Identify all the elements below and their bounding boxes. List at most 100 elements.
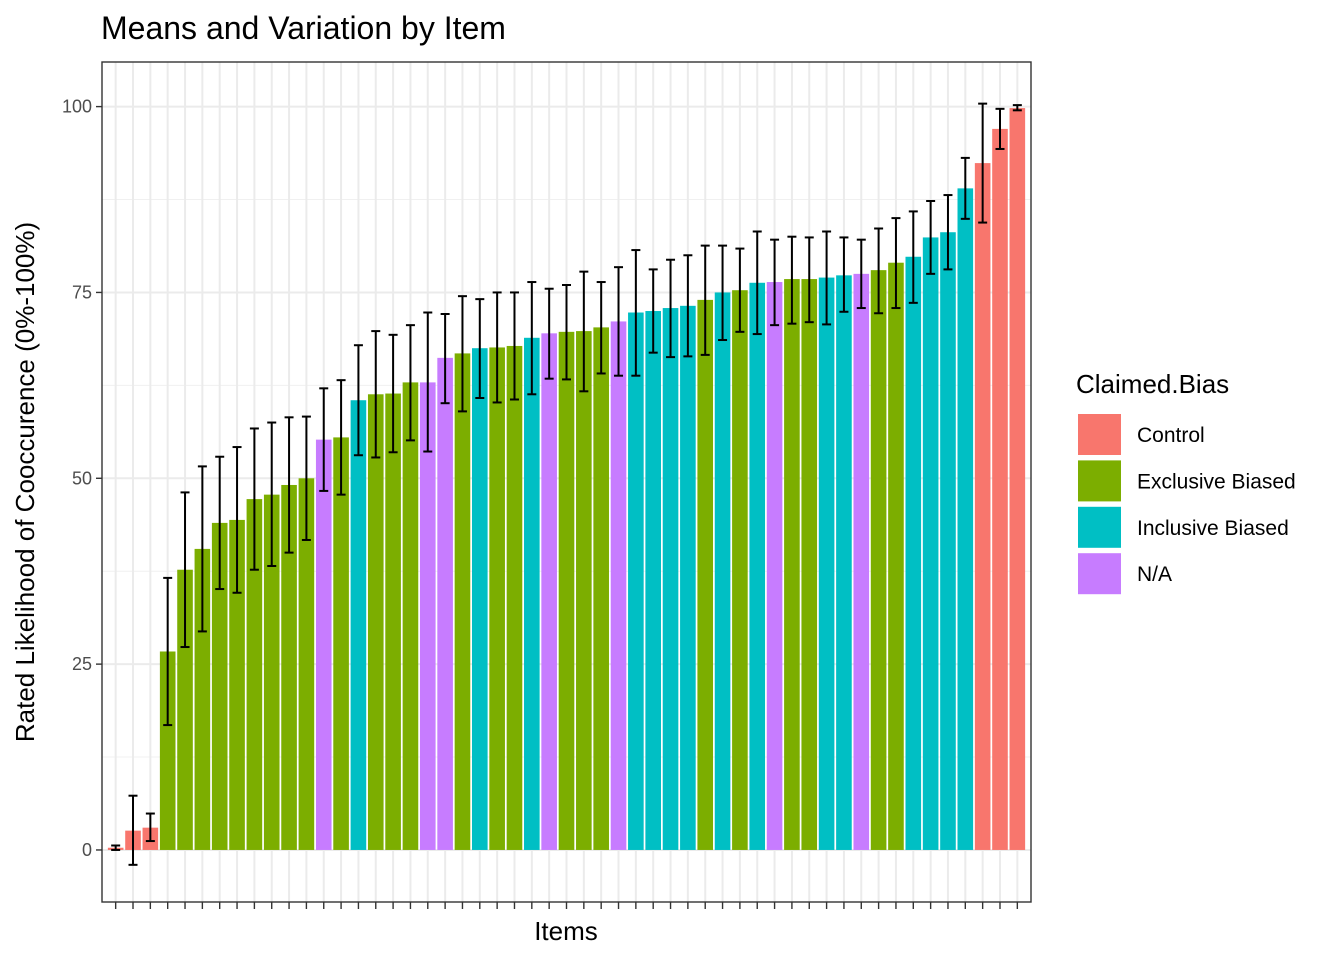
- bar: [489, 347, 505, 850]
- error-bar: [908, 210, 918, 304]
- bar: [298, 478, 315, 850]
- bar: [992, 128, 1008, 850]
- error-bar: [926, 200, 936, 275]
- bar: [437, 357, 453, 850]
- error-bar: [648, 268, 658, 354]
- error-bar: [614, 266, 624, 377]
- bar: [211, 522, 228, 850]
- error-bar: [232, 446, 242, 594]
- bar: [454, 353, 471, 850]
- bars: [107, 108, 1026, 850]
- bar: [870, 270, 887, 850]
- y-axis-title: Rated Likelihood of Cooccurence (0%-100%…: [10, 222, 40, 742]
- error-bar: [492, 291, 502, 404]
- bar: [281, 484, 297, 850]
- bar: [905, 256, 922, 850]
- bar: [853, 273, 870, 850]
- error-bar: [301, 415, 311, 541]
- bar: [922, 237, 939, 850]
- bar: [558, 331, 575, 850]
- bar: [732, 290, 748, 850]
- x-axis-title: Items: [534, 916, 598, 946]
- error-bar: [509, 291, 519, 401]
- y-axis: 0 25 50 75 100: [62, 97, 102, 860]
- legend-title: Claimed.Bias: [1076, 369, 1229, 399]
- legend-swatch: [1078, 553, 1121, 595]
- bar: [645, 311, 662, 850]
- error-bar: [180, 491, 190, 649]
- legend-label: Control: [1137, 424, 1205, 447]
- error-bar: [804, 236, 814, 324]
- error-bar: [284, 416, 294, 554]
- error-bar: [752, 230, 762, 336]
- error-bar: [163, 576, 173, 727]
- bar: [385, 393, 401, 850]
- error-bar: [562, 284, 571, 381]
- error-bar: [371, 330, 381, 459]
- error-bar: [960, 156, 970, 220]
- bar: [402, 382, 419, 850]
- error-bar: [111, 844, 121, 851]
- bar: [263, 494, 280, 850]
- legend-swatch: [1078, 506, 1121, 548]
- bar: [159, 651, 176, 850]
- error-bar: [631, 249, 641, 377]
- bar: [350, 400, 367, 850]
- error-bar: [770, 238, 780, 327]
- bar: [506, 345, 523, 850]
- legend-swatch: [1078, 414, 1121, 455]
- bar: [662, 308, 679, 850]
- error-bar: [215, 455, 225, 591]
- error-bar: [943, 194, 953, 271]
- bar: [714, 292, 731, 850]
- bar: [974, 163, 991, 850]
- bar: [888, 262, 904, 850]
- bar: [524, 337, 540, 850]
- error-bar: [423, 311, 433, 453]
- legend-label: Inclusive Biased: [1137, 517, 1289, 540]
- bar: [836, 275, 852, 850]
- bar: [471, 348, 488, 850]
- legend-label: N/A: [1137, 563, 1172, 586]
- error-bar: [457, 295, 467, 413]
- bar: [593, 327, 609, 850]
- error-bar: [1012, 104, 1022, 112]
- error-bar: [579, 270, 589, 393]
- error-bar: [683, 254, 693, 358]
- error-bar: [197, 465, 207, 633]
- legend-swatch: [1078, 460, 1121, 502]
- error-bar: [353, 344, 363, 457]
- bar: [801, 279, 818, 850]
- error-bar: [735, 247, 745, 333]
- error-bar: [874, 227, 884, 315]
- bar: [229, 519, 245, 850]
- error-bar: [856, 238, 866, 310]
- bar: [315, 439, 332, 850]
- bar: [194, 548, 211, 850]
- error-bars: [111, 102, 1022, 866]
- bar: [680, 305, 696, 850]
- legend-item: N/A: [1078, 553, 1172, 595]
- bar: [697, 299, 714, 850]
- y-tick-label: 0: [82, 840, 92, 860]
- bar: [333, 437, 349, 850]
- legend-item: Control: [1078, 414, 1205, 455]
- bar: [628, 312, 644, 850]
- error-bar: [666, 258, 676, 359]
- error-bar: [787, 235, 797, 325]
- bar: [766, 282, 783, 850]
- error-bar: [475, 298, 485, 399]
- error-bar: [336, 379, 346, 496]
- bar: [419, 382, 436, 850]
- error-bar: [440, 313, 450, 405]
- error-bar: [249, 427, 259, 571]
- error-bar: [319, 387, 329, 492]
- error-bar: [596, 281, 606, 375]
- y-tick-label: 100: [62, 97, 92, 117]
- error-bar: [128, 794, 138, 866]
- error-bar: [718, 244, 728, 342]
- bar: [541, 333, 557, 850]
- error-bar: [891, 217, 901, 310]
- bar: [246, 499, 263, 850]
- x-axis: [114, 902, 1019, 909]
